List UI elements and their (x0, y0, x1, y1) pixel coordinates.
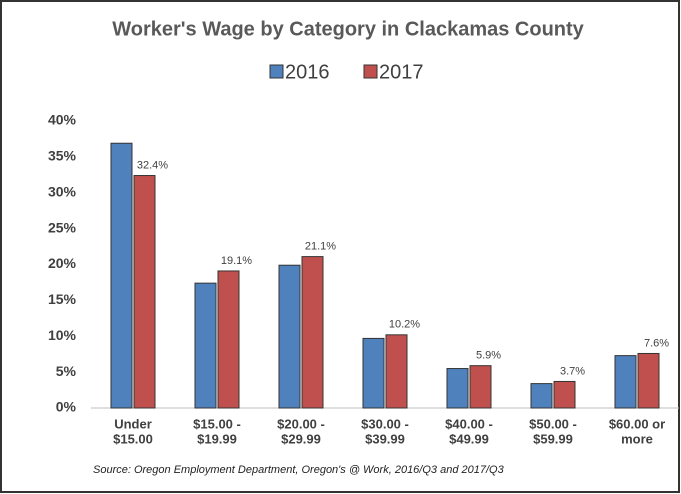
y-tick-label: 25% (48, 219, 77, 235)
data-label: 32.4% (137, 159, 168, 171)
bar (194, 282, 217, 409)
bar (278, 264, 301, 409)
x-tick-label: $15.00 (113, 431, 153, 446)
x-tick-label: Under (114, 416, 152, 431)
legend-label: 2017 (379, 61, 424, 83)
bar (301, 256, 324, 409)
bar (446, 368, 469, 409)
bar (133, 175, 156, 409)
bar (469, 365, 492, 409)
x-tick-label: $20.00 - (277, 416, 325, 431)
legend-swatch (269, 64, 284, 79)
x-tick-label: $29.99 (281, 431, 321, 446)
x-tick-label: $40.00 - (445, 416, 493, 431)
y-tick-label: 5% (56, 363, 77, 379)
data-label: 10.2% (389, 319, 420, 331)
x-tick-label: $49.99 (449, 431, 489, 446)
bar (362, 337, 385, 409)
y-tick-label: 10% (48, 327, 77, 343)
data-label: 19.1% (221, 255, 252, 267)
y-tick-label: 20% (48, 255, 77, 271)
x-tick-label: more (621, 431, 653, 446)
x-tick-label: $30.00 - (361, 416, 409, 431)
data-label: 3.7% (560, 365, 585, 377)
chart-title: Worker's Wage by Category in Clackamas C… (112, 18, 584, 40)
bar (553, 380, 576, 409)
y-tick-label: 30% (48, 183, 77, 199)
bar (110, 142, 133, 409)
bar (637, 352, 660, 409)
x-tick-label: $19.99 (197, 431, 237, 446)
legend-swatch (363, 64, 378, 79)
source-note: Source: Oregon Employment Department, Or… (93, 464, 505, 476)
x-tick-label: $15.00 - (193, 416, 241, 431)
bar (217, 270, 240, 409)
data-label: 5.9% (476, 350, 501, 362)
legend-label: 2016 (285, 61, 330, 83)
y-tick-label: 40% (48, 112, 77, 128)
x-tick-label: $50.00 - (529, 416, 577, 431)
data-label: 7.6% (644, 337, 669, 349)
bar (530, 383, 553, 409)
y-tick-label: 35% (48, 148, 77, 164)
x-tick-label: $60.00 or (609, 416, 665, 431)
data-label: 21.1% (305, 241, 336, 253)
y-tick-label: 15% (48, 291, 77, 307)
x-tick-label: $39.99 (365, 431, 405, 446)
bar (614, 355, 637, 409)
y-tick-label: 0% (56, 399, 77, 415)
bar (385, 334, 408, 409)
x-tick-label: $59.99 (533, 431, 573, 446)
